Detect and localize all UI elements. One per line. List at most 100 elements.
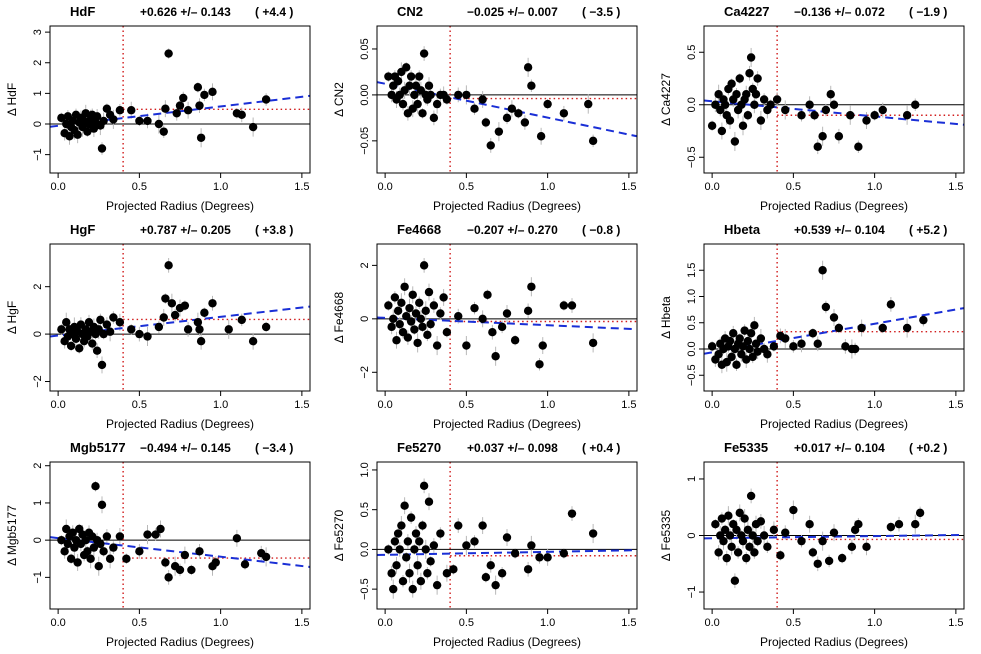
y-axis-label: Δ CN2	[332, 82, 346, 117]
data-point	[439, 293, 448, 302]
data-point	[432, 580, 442, 590]
data-point	[454, 90, 463, 100]
data-point	[854, 142, 863, 151]
data-point	[829, 100, 839, 109]
data-point	[769, 525, 779, 535]
data-point	[481, 118, 491, 127]
x-tick-label: 0.0	[377, 617, 392, 629]
data-point	[821, 302, 831, 312]
data-point	[416, 314, 426, 324]
data-point	[75, 344, 84, 353]
data-point	[454, 311, 463, 321]
data-point	[886, 522, 896, 532]
panel-stat: −0.025 +/– 0.007	[467, 5, 558, 19]
data-point	[742, 90, 751, 99]
y-tick-label: −0.5	[686, 146, 698, 168]
data-point	[127, 106, 136, 115]
data-point	[73, 130, 82, 139]
data-point	[424, 497, 434, 506]
data-point	[237, 110, 246, 120]
data-point	[722, 553, 731, 563]
data-point	[717, 126, 727, 136]
data-point	[237, 315, 246, 325]
data-point	[167, 299, 177, 308]
y-tick-label: 0.05	[359, 38, 371, 59]
data-point	[732, 360, 741, 369]
x-tick-label: 0.5	[786, 181, 801, 193]
data-point	[60, 547, 69, 556]
data-point	[818, 266, 827, 275]
x-axis-label: Projected Radius (Degrees)	[760, 635, 908, 649]
data-point	[829, 313, 839, 322]
panel-stat: +0.626 +/– 0.143	[140, 5, 231, 19]
data-point	[776, 551, 785, 560]
data-point	[135, 547, 144, 556]
panel-title: Fe5335	[724, 440, 768, 455]
plot-area	[377, 244, 637, 391]
data-point	[720, 525, 730, 535]
panel-significance: ( +0.2 )	[909, 441, 947, 455]
plot-frame	[703, 243, 965, 392]
data-point	[717, 514, 727, 523]
y-axis-label: Δ Fe5270	[332, 509, 346, 561]
data-point	[196, 133, 206, 142]
data-point	[527, 282, 536, 291]
data-point	[740, 326, 749, 335]
data-point	[70, 543, 79, 552]
data-point	[502, 113, 512, 123]
data-point	[745, 69, 754, 78]
data-point	[426, 557, 435, 566]
data-point	[419, 49, 429, 58]
data-point	[115, 106, 125, 115]
data-point	[392, 561, 401, 570]
panel-significance: ( −0.8 )	[582, 223, 620, 237]
y-tick-label: 0.00	[359, 84, 371, 105]
data-point	[483, 290, 492, 299]
panel-significance: ( −3.4 )	[255, 441, 293, 455]
data-point	[813, 559, 822, 568]
data-point	[164, 261, 173, 270]
x-tick-label: 1.0	[867, 399, 882, 411]
y-tick-label: 1	[32, 500, 44, 506]
data-point	[195, 547, 204, 556]
data-point	[57, 325, 66, 334]
data-point	[878, 323, 887, 333]
x-tick-label: 1.0	[213, 617, 228, 629]
data-point	[759, 95, 769, 104]
data-point	[797, 111, 806, 120]
data-point	[65, 132, 74, 141]
data-point	[543, 553, 552, 562]
data-point	[514, 109, 523, 118]
data-point	[200, 90, 209, 100]
data-point	[432, 99, 442, 109]
y-tick-label: −1	[32, 148, 44, 161]
x-tick-label: 1.5	[621, 617, 636, 629]
data-point	[732, 525, 741, 535]
data-point	[91, 481, 100, 491]
y-tick-label: 2	[32, 284, 44, 290]
data-point	[502, 309, 512, 318]
data-point	[742, 355, 751, 364]
data-point	[402, 553, 411, 562]
data-point	[419, 261, 429, 270]
data-point	[813, 142, 822, 151]
x-tick-label: 0.0	[704, 181, 719, 193]
data-point	[127, 325, 136, 334]
data-point	[62, 524, 71, 534]
y-tick-label: −0.5	[359, 578, 371, 600]
data-point	[486, 561, 495, 570]
data-point	[756, 517, 766, 526]
data-point	[413, 561, 422, 570]
data-point	[497, 569, 507, 578]
panel-stat: −0.207 +/– 0.270	[467, 223, 558, 237]
data-point	[384, 301, 393, 310]
data-point	[523, 565, 533, 574]
data-point	[727, 542, 736, 552]
data-point	[491, 352, 500, 361]
data-point	[729, 329, 738, 338]
data-point	[818, 132, 827, 141]
data-point	[421, 306, 430, 316]
data-point	[405, 303, 414, 313]
plot-area	[50, 462, 310, 609]
x-axis-label: Projected Radius (Degrees)	[433, 635, 581, 649]
